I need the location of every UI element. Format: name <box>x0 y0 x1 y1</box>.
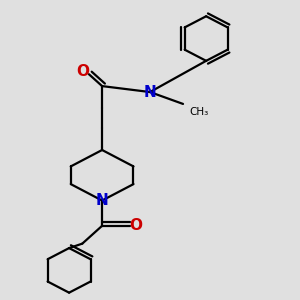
Text: CH₃: CH₃ <box>190 107 209 117</box>
Text: N: N <box>96 193 109 208</box>
Text: O: O <box>130 218 142 233</box>
Text: N: N <box>144 85 156 100</box>
Text: O: O <box>76 64 89 79</box>
